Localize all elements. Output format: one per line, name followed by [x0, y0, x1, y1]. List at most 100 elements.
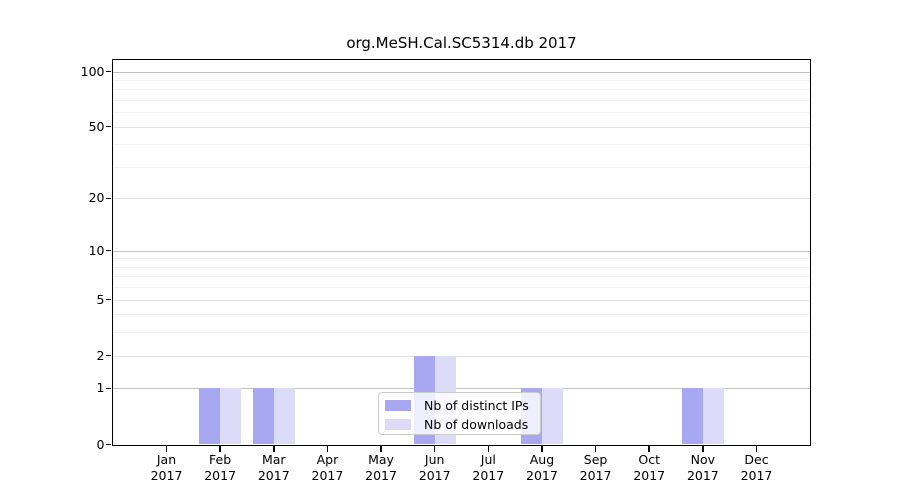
bar-downloads: [220, 388, 242, 445]
y-tick-label: 0: [96, 436, 105, 452]
y-tick-mark: [105, 249, 111, 252]
x-tick-year: 2017: [740, 468, 773, 483]
x-tick-label: Nov 2017: [671, 452, 735, 485]
x-tick-label: Apr 2017: [295, 452, 359, 485]
chart-title: org.MeSH.Cal.SC5314.db 2017: [346, 34, 577, 52]
legend-swatch-distinct-ips: [385, 400, 411, 411]
x-tick-label: Dec 2017: [724, 452, 788, 485]
y-tick-mark: [105, 70, 111, 73]
x-tick-month: Jun: [424, 451, 445, 467]
gridline: [112, 198, 810, 200]
gridline-minor: [112, 112, 810, 114]
gridline: [112, 355, 810, 357]
x-tick-mark: [273, 445, 275, 452]
gridline-minor: [112, 79, 810, 81]
y-tick-mark: [105, 387, 111, 390]
gridline-minor: [112, 332, 810, 334]
x-tick-label: Mar 2017: [242, 452, 306, 485]
legend-entry-downloads: Nb of downloads: [385, 416, 534, 433]
y-tick-mark: [105, 125, 111, 128]
gridline-minor: [112, 99, 810, 101]
legend-label-downloads: Nb of downloads: [424, 417, 529, 432]
bar-downloads: [702, 388, 724, 445]
x-tick-label: Jan 2017: [135, 452, 199, 485]
x-tick-month: Jul: [480, 451, 496, 467]
x-tick-month: Oct: [638, 451, 661, 467]
x-tick-year: 2017: [311, 468, 344, 483]
gridline-minor: [112, 266, 810, 268]
x-tick-year: 2017: [150, 468, 183, 483]
x-tick-mark: [487, 445, 490, 452]
y-tick-label: 2: [96, 347, 105, 363]
gridline: [112, 126, 810, 128]
x-tick-mark: [165, 445, 168, 452]
y-tick-label: 100: [80, 63, 105, 79]
bar-downloads: [541, 388, 563, 445]
bar-distinct-ips: [681, 388, 703, 445]
y-tick-mark: [105, 197, 111, 200]
x-tick-label: Sep 2017: [564, 452, 628, 485]
gridline-minor: [112, 144, 810, 146]
legend-entry-distinct-ips: Nb of distinct IPs: [385, 397, 534, 414]
x-tick-label: Oct 2017: [617, 452, 681, 485]
gridline: [112, 250, 810, 252]
x-tick-month: May: [368, 451, 394, 467]
bar-downloads: [273, 388, 295, 445]
plot-area: 0 1 2 5 10 20 50 100 Jan 2017 Feb 2017 Mar 2017 Apr 201…: [81, 58, 811, 483]
x-tick-month: Apr: [316, 451, 339, 467]
y-tick-mark: [105, 354, 111, 357]
y-tick-mark: [105, 298, 111, 301]
legend-swatch-downloads: [385, 419, 411, 430]
x-tick-mark: [594, 445, 597, 452]
gridline-minor: [112, 314, 810, 316]
bar-distinct-ips: [252, 388, 274, 445]
gridline-minor: [112, 89, 810, 91]
gridline-minor: [112, 258, 810, 260]
x-tick-mark: [541, 445, 543, 452]
x-tick-month: Feb: [209, 451, 232, 467]
x-tick-month: Mar: [261, 451, 286, 467]
gridline: [112, 388, 810, 390]
x-tick-month: Nov: [690, 451, 716, 467]
legend-label-distinct-ips: Nb of distinct IPs: [424, 398, 529, 413]
bar-distinct-ips: [199, 388, 221, 445]
x-tick-month: Jan: [156, 451, 177, 467]
y-tick-label: 10: [88, 242, 105, 258]
x-tick-year: 2017: [686, 468, 719, 483]
y-tick-mark: [105, 443, 111, 446]
x-tick-mark: [433, 445, 436, 452]
y-tick-label: 1: [96, 380, 105, 396]
x-tick-year: 2017: [633, 468, 666, 483]
x-tick-year: 2017: [418, 468, 451, 483]
x-tick-label: Jun 2017: [403, 452, 467, 485]
gridline: [112, 299, 810, 301]
gridline-minor: [112, 166, 810, 168]
y-tick-label: 20: [88, 190, 105, 206]
x-tick-mark: [755, 445, 758, 452]
x-tick-year: 2017: [257, 468, 290, 483]
x-tick-mark: [219, 445, 221, 452]
x-tick-mark: [648, 445, 650, 452]
legend: Nb of distinct IPs Nb of downloads: [378, 392, 541, 435]
gridline-minor: [112, 276, 810, 278]
x-tick-label: Feb 2017: [188, 452, 252, 485]
x-tick-mark: [702, 445, 704, 452]
x-tick-label: Aug 2017: [510, 452, 574, 485]
x-tick-year: 2017: [526, 468, 558, 483]
x-tick-month: Dec: [744, 451, 769, 467]
x-tick-mark: [326, 445, 329, 452]
gridline-minor: [112, 287, 810, 289]
x-tick-label: May 2017: [349, 452, 413, 485]
x-tick-month: Sep: [583, 451, 608, 467]
x-tick-year: 2017: [472, 468, 505, 483]
x-tick-label: Jul 2017: [456, 452, 520, 485]
x-tick-year: 2017: [365, 468, 397, 483]
gridline: [112, 71, 810, 73]
x-tick-year: 2017: [204, 468, 237, 483]
x-tick-mark: [380, 445, 382, 452]
x-tick-year: 2017: [579, 468, 612, 483]
y-tick-label: 5: [96, 291, 105, 307]
x-tick-month: Aug: [529, 451, 555, 467]
y-tick-label: 50: [88, 118, 105, 134]
